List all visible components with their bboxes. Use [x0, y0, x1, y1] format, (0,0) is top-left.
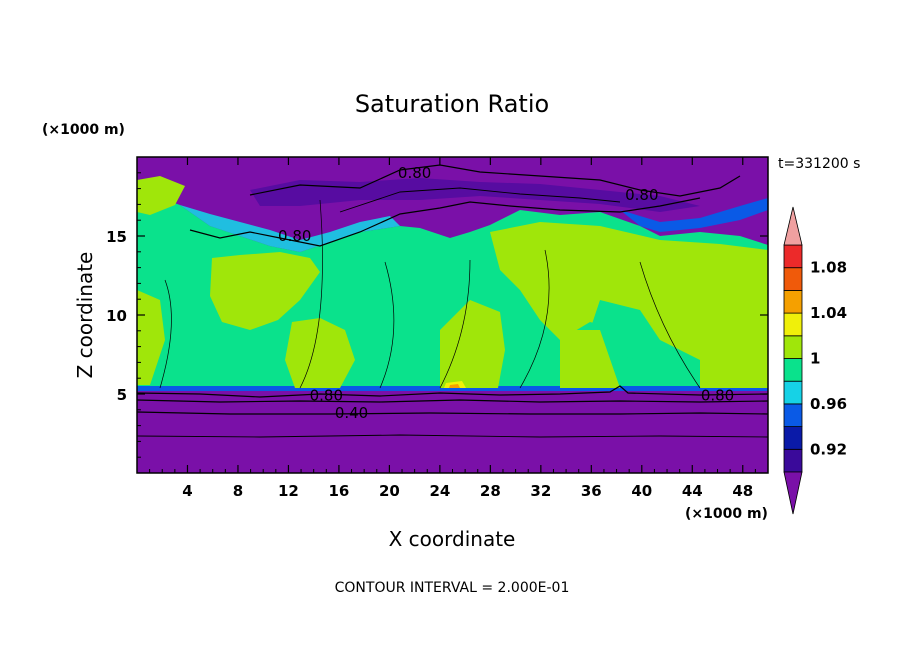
y-tick-label-15: 15: [106, 228, 127, 246]
region-lime-left: [210, 252, 320, 330]
colorbar-segment-7: [783, 289, 803, 314]
plot-area: 0.80 0.800.400.800.800.80: [137, 157, 768, 473]
colorbar-over-arrow: [783, 206, 803, 246]
colorbar-segment-0: [783, 448, 803, 473]
colorbar-segment-6: [783, 312, 803, 337]
region-green-notch-right: [590, 300, 660, 360]
x-tick-label-4: 4: [182, 482, 192, 500]
region-lime-left-low: [137, 290, 165, 385]
region-lime-right: [490, 222, 768, 388]
colorbar-label-3: 1.04: [810, 304, 847, 322]
x-tick-label-40: 40: [631, 482, 652, 500]
colorbar-segment-1: [783, 426, 803, 450]
colorbar-segment-8: [783, 267, 803, 291]
contour-line-upper-3: [339, 187, 621, 213]
y-axis-ticks: 5 10 15: [106, 172, 768, 458]
y-unit-label: (×1000 m): [42, 122, 125, 138]
y-tick-label-5: 5: [117, 386, 127, 404]
colorbar-label-0: 0.92: [810, 440, 847, 458]
x-tick-label-28: 28: [480, 482, 501, 500]
x-tick-label-12: 12: [278, 482, 299, 500]
x-tick-label-24: 24: [429, 482, 450, 500]
x-tick-label-20: 20: [379, 482, 400, 500]
contour-label-2-0: 0.80: [398, 164, 431, 182]
contour-interval-label: CONTOUR INTERVAL = 2.000E-01: [335, 580, 570, 596]
colorbar-segment-9: [783, 244, 803, 269]
x-tick-label-36: 36: [581, 482, 602, 500]
region-orange-spot: [449, 384, 460, 388]
thin-contours: [159, 199, 701, 389]
contour-label-3-0: 0.80: [625, 186, 658, 204]
colorbar-under-arrow: [783, 471, 803, 515]
x-tick-label-32: 32: [530, 482, 551, 500]
chart-title: Saturation Ratio: [355, 90, 549, 118]
region-lime-center-left: [285, 318, 355, 388]
colorbar-segment-5: [783, 335, 803, 359]
region-cyan-fringe-upper: [180, 205, 400, 252]
contour-line-lower-2: [137, 399, 768, 403]
region-lime-center-right: [560, 330, 620, 388]
contour-labels: 0.80 0.800.400.800.800.80: [278, 164, 734, 422]
x-tick-label-8: 8: [233, 482, 243, 500]
region-lime-center: [440, 300, 505, 388]
x-unit-label: (×1000 m): [685, 506, 768, 522]
colorbar-label-4: 1.08: [810, 259, 847, 277]
contour-line-upper-1: [249, 164, 741, 197]
x-tick-label-44: 44: [682, 482, 703, 500]
contour-label-0-0: 0.80: [310, 387, 343, 405]
x-tick-label-16: 16: [328, 482, 349, 500]
contour-line-upper-2: [189, 197, 701, 247]
contour-lines: [137, 164, 768, 438]
x-tick-label-48: 48: [732, 482, 753, 500]
colorbar: 0.92 0.96 1 1.04 1.08: [783, 206, 847, 515]
y-axis-label: Z coordinate: [73, 252, 97, 379]
colorbar-segment-4: [783, 358, 803, 382]
y-tick-label-10: 10: [106, 307, 127, 325]
x-axis-ticks: 4 8 12 16 20 24 28 32 36 40 44 48: [149, 157, 756, 500]
contour-label-4-0: 0.80: [278, 227, 311, 245]
region-lime-left-edge: [137, 176, 185, 215]
contour-label-0-1: 0.80: [701, 387, 734, 405]
colorbar-label-2: 1: [810, 350, 820, 368]
contour-label-1-0: 0.40: [335, 404, 368, 422]
colorbar-segment-3: [783, 380, 803, 405]
colorbar-segment-2: [783, 403, 803, 427]
contour-line-lower-1: [137, 385, 768, 398]
contour-line-lower-3: [137, 411, 768, 415]
contour-line-lower-4: [137, 434, 768, 438]
colorbar-label-1: 0.96: [810, 395, 847, 413]
x-axis-label: X coordinate: [389, 527, 516, 551]
region-blue-fringe-upper: [620, 198, 768, 232]
time-label: t=331200 s: [778, 156, 860, 172]
